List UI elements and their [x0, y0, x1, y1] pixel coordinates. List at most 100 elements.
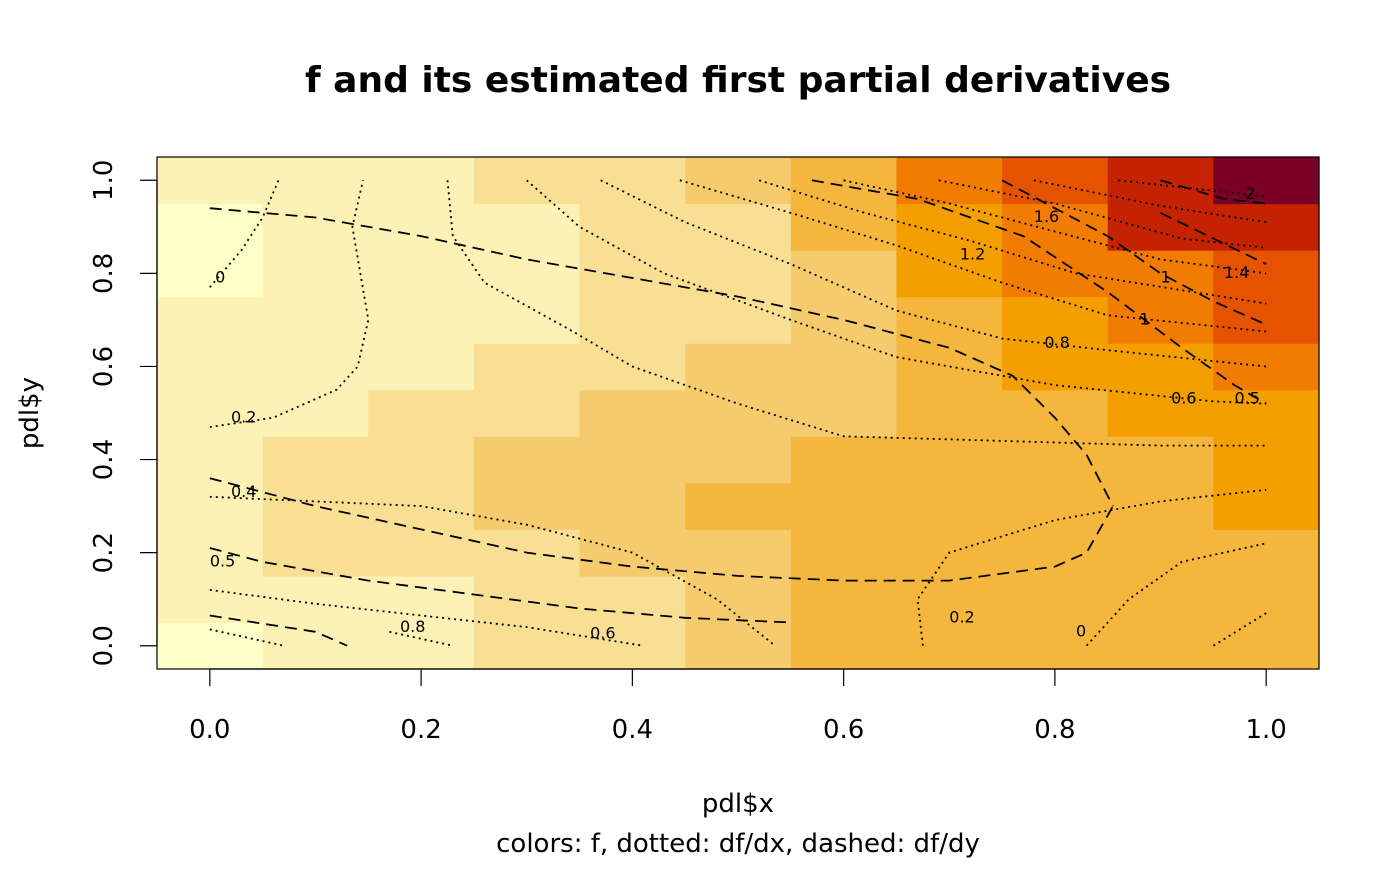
heatmap-cell [368, 622, 475, 670]
heatmap-cell [1213, 482, 1320, 530]
heatmap-cell [1002, 157, 1109, 205]
dfdy-contour [209, 477, 1114, 582]
x-tick-label: 0.8 [1034, 715, 1075, 745]
heatmap-cell [685, 622, 792, 670]
heatmap-cell [262, 250, 369, 298]
chart-subtitle: colors: f, dotted: df/dx, dashed: df/dy [496, 829, 980, 859]
contour-label: 0.4 [231, 482, 256, 501]
heatmap-cell [579, 482, 686, 530]
heatmap-cell [157, 343, 264, 391]
y-tick-label: 1.0 [89, 160, 119, 201]
heatmap-cell [790, 436, 898, 484]
heatmap-cell [473, 622, 581, 670]
dfdy-contour [1160, 179, 1267, 205]
heatmap-cell [1213, 157, 1320, 205]
dfdx-contour [679, 179, 1267, 333]
heatmap-cell [473, 203, 581, 251]
contour-label: 0.5 [1234, 389, 1259, 408]
heatmap-cell [262, 436, 369, 484]
heatmap-cell [262, 296, 369, 344]
heatmap-cell [790, 203, 898, 251]
heatmap-cell [1213, 250, 1320, 298]
heatmap-cell [579, 389, 686, 437]
heatmap-cell [368, 343, 475, 391]
dfdx-contour [758, 179, 1267, 305]
dfdx-contour [1085, 542, 1267, 647]
heatmap-cell [473, 296, 581, 344]
heatmap-cell [157, 529, 264, 577]
dfdx-contour [446, 180, 1267, 447]
x-tick-label: 0.0 [189, 715, 230, 745]
x-tick-label: 0.6 [823, 715, 864, 745]
heatmap-cell [685, 296, 792, 344]
heatmap-cell [685, 575, 792, 624]
heatmap-cell [368, 250, 475, 298]
heatmap-cell [579, 436, 686, 484]
heatmap-cell [896, 250, 1003, 298]
heatmap-cell [1107, 436, 1214, 484]
heatmap-cell [1002, 575, 1109, 624]
y-tick-label: 0.0 [89, 625, 119, 666]
y-tick-label: 0.6 [89, 346, 119, 387]
heatmap-cell [473, 436, 581, 484]
heatmap-cell [157, 436, 264, 484]
y-tick-label: 0.4 [89, 439, 119, 480]
dfdy-contour [1001, 179, 1267, 326]
heatmap-cell [579, 622, 686, 670]
dfdx-contour [1033, 179, 1267, 224]
dfdy-contour [1160, 212, 1267, 265]
heatmap-cell [1107, 622, 1214, 670]
heatmap-cell [579, 203, 686, 251]
y-tick-label: 0.2 [89, 532, 119, 573]
heatmap-cell [1213, 436, 1320, 484]
heatmap-cell [896, 203, 1003, 251]
heatmap-cell [579, 157, 686, 205]
chart-title: f and its estimated first partial deriva… [305, 60, 1171, 101]
heatmap-cell [685, 436, 792, 484]
heatmap-cell [473, 482, 581, 530]
heatmap-cell [685, 343, 792, 391]
heatmap-cell [368, 529, 475, 577]
heatmap-cell [790, 575, 898, 624]
y-tick-label: 0.8 [89, 253, 119, 294]
heatmap-cell [262, 157, 369, 205]
heatmap-cell [1002, 389, 1109, 437]
heatmap-cell [1107, 529, 1214, 577]
contour-lines [209, 179, 1267, 647]
heatmap-cell [157, 389, 264, 437]
heatmap-cell [262, 389, 369, 437]
heatmap-cell [685, 529, 792, 577]
contour-label: 1.4 [1224, 263, 1249, 282]
heatmap-cell [1107, 389, 1214, 437]
contour-label: 0 [215, 268, 225, 287]
dfdy-contour [209, 614, 348, 647]
heatmap-cell [579, 250, 686, 298]
dfdy-contour [209, 207, 1114, 507]
heatmap-cell [262, 343, 369, 391]
heatmap-cell [368, 436, 475, 484]
dfdx-contour [1118, 179, 1267, 198]
dfdx-contour [209, 628, 284, 647]
heatmap-cell [473, 343, 581, 391]
heatmap-cell [368, 296, 475, 344]
heatmap-cell [368, 389, 475, 437]
x-tick-label: 1.0 [1246, 715, 1287, 745]
x-tick-label: 0.2 [400, 715, 441, 745]
contour-label: 1.6 [1034, 207, 1059, 226]
heatmap-cell [579, 296, 686, 344]
dfdx-contour [1212, 612, 1267, 647]
dfdx-contour [389, 630, 453, 647]
heatmap-cell [790, 343, 898, 391]
contour-label: 2 [1245, 184, 1255, 203]
dfdy-contour [209, 547, 791, 624]
heatmap-cell [1002, 436, 1109, 484]
heatmap-cell [1107, 482, 1214, 530]
dfdx-contour [843, 179, 1267, 275]
x-axis: 0.0 0.2 0.4 0.6 0.8 1.0 [189, 668, 1287, 745]
heatmap-cell [579, 575, 686, 624]
heatmap-cell [1213, 529, 1320, 577]
heatmap-cell [790, 250, 898, 298]
heatmap-cell [157, 482, 264, 530]
y-axis-title: pdl$y [15, 377, 45, 449]
contour-label: 1 [1139, 310, 1149, 329]
